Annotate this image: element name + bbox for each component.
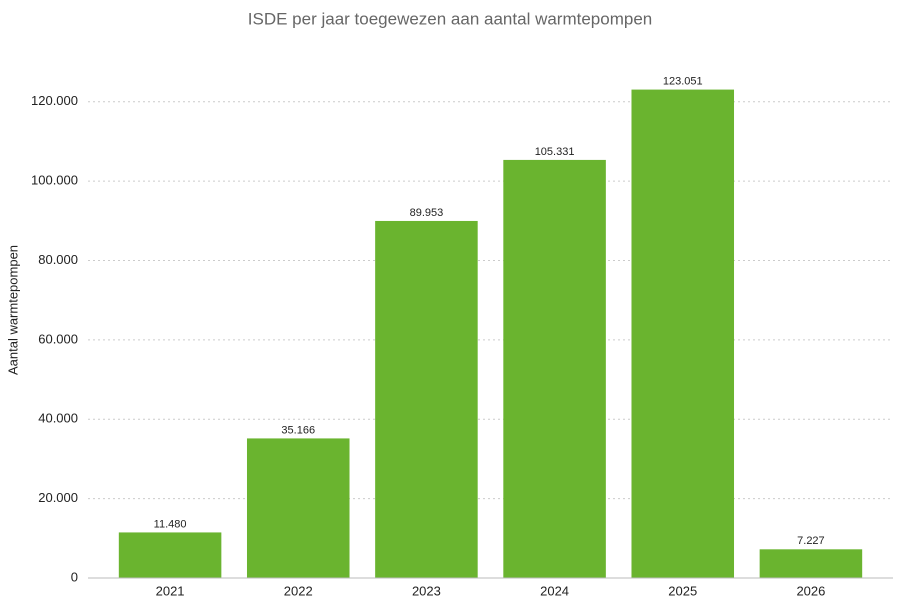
x-tick-label: 2024: [540, 583, 569, 598]
y-tick-label: 60.000: [38, 331, 78, 346]
bar: [246, 438, 350, 578]
chart-title: ISDE per jaar toegewezen aan aantal warm…: [248, 9, 652, 28]
y-tick-label: 20.000: [38, 490, 78, 505]
bar: [375, 220, 478, 578]
data-label: 89.953: [410, 207, 444, 219]
x-tick-label: 2021: [156, 583, 185, 598]
x-tick-label: 2026: [796, 583, 825, 598]
bar: [503, 159, 606, 579]
y-tick-label: 120.000: [31, 93, 78, 108]
y-tick-label: 0: [71, 569, 78, 584]
y-tick-label: 40.000: [38, 411, 78, 426]
bar: [631, 89, 735, 578]
y-axis-label: Aantal warmtepompen: [5, 245, 20, 375]
x-tick-label: 2025: [668, 583, 697, 598]
y-tick-label: 80.000: [38, 252, 78, 267]
data-label: 11.480: [154, 518, 187, 530]
bar: [759, 549, 863, 578]
bar: [118, 532, 222, 578]
data-label: 123.051: [663, 75, 703, 87]
data-label: 7.227: [797, 535, 825, 547]
x-tick-label: 2023: [412, 583, 441, 598]
x-tick-label: 2022: [284, 583, 313, 598]
data-label: 105.331: [535, 146, 575, 158]
data-label: 35.166: [281, 424, 315, 436]
y-tick-label: 100.000: [31, 173, 78, 188]
